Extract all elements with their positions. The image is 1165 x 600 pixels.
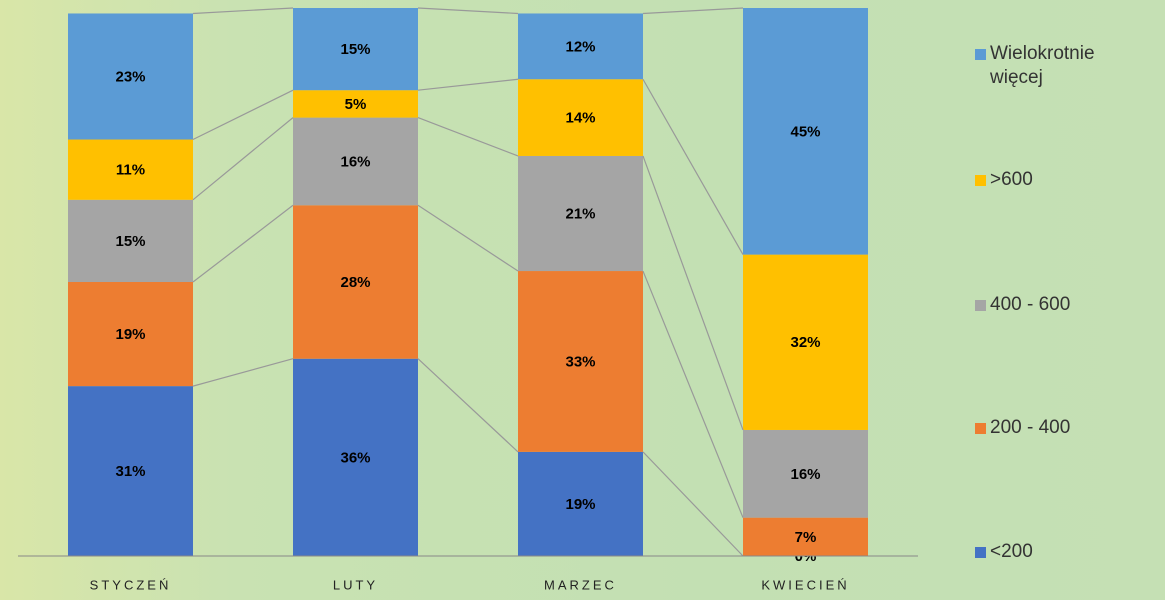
legend-item: <200 (975, 540, 1145, 564)
legend-swatch (975, 175, 986, 186)
series-line (642, 7, 744, 15)
data-label: 32% (790, 334, 820, 351)
bar-segment (293, 358, 418, 556)
series-line (417, 204, 519, 272)
data-label: 23% (115, 68, 145, 85)
bar-segment (743, 429, 868, 518)
bar-segment (293, 117, 418, 206)
series-line (192, 89, 294, 141)
data-label: 19% (565, 496, 595, 513)
data-label: 31% (115, 463, 145, 480)
legend-swatch (975, 547, 986, 558)
data-label: 15% (340, 41, 370, 58)
bar-segment (518, 155, 643, 272)
bar-segment (743, 254, 868, 430)
x-tick-label: KWIECIEŃ (761, 577, 849, 592)
legend-swatch (975, 423, 986, 434)
series-line (192, 358, 294, 387)
bar-segment (293, 8, 418, 91)
bar-segment (518, 79, 643, 156)
data-label: 28% (340, 274, 370, 291)
bar-segment (68, 386, 193, 556)
legend-item: >600 (975, 168, 1145, 192)
series-line (642, 451, 744, 557)
data-label: 19% (115, 326, 145, 343)
bar-segment (518, 13, 643, 80)
bar-segment (293, 205, 418, 359)
bar-segment (743, 517, 868, 556)
data-label: 45% (790, 123, 820, 140)
legend-swatch (975, 300, 986, 311)
bar-segment (68, 282, 193, 387)
series-line (642, 270, 744, 518)
legend-item: Wielokrotnie więcej (975, 42, 1145, 90)
legend-label: <200 (990, 541, 1033, 562)
data-label: 16% (340, 153, 370, 170)
legend-swatch (975, 49, 986, 60)
legend-label: 200 - 400 (990, 417, 1071, 438)
bar-segment (68, 199, 193, 282)
series-line (192, 204, 294, 283)
data-label: 16% (790, 466, 820, 483)
data-label: 15% (115, 233, 145, 250)
x-tick-label: MARZEC (544, 577, 617, 592)
data-label: 11% (116, 162, 145, 179)
legend-item: 400 - 600 (975, 293, 1145, 317)
bar-segment (743, 8, 868, 255)
series-line (642, 78, 744, 255)
legend-item: 200 - 400 (975, 416, 1145, 440)
data-label: 7% (795, 529, 817, 546)
bar-segment (518, 271, 643, 452)
bar-segment (293, 90, 418, 118)
series-line (417, 78, 519, 91)
data-label: 21% (565, 205, 595, 222)
series-line (192, 117, 294, 201)
data-label: 36% (340, 449, 370, 466)
bar-segment (518, 451, 643, 556)
series-line (417, 358, 519, 453)
series-line (417, 117, 519, 157)
bar-segment (68, 139, 193, 200)
series-line (642, 155, 744, 431)
legend-label: Wielokrotnie więcej (990, 43, 1095, 88)
data-label: 14% (565, 110, 595, 127)
legend-label: >600 (990, 169, 1033, 190)
bar-segment (68, 13, 193, 140)
data-label: 5% (345, 96, 367, 113)
series-line (192, 7, 294, 15)
x-tick-label: STYCZEŃ (90, 577, 172, 592)
series-line (417, 7, 519, 15)
x-tick-label: LUTY (333, 577, 378, 592)
data-label: 12% (565, 38, 595, 55)
data-label: 33% (565, 353, 595, 370)
legend-label: 400 - 600 (990, 294, 1071, 315)
